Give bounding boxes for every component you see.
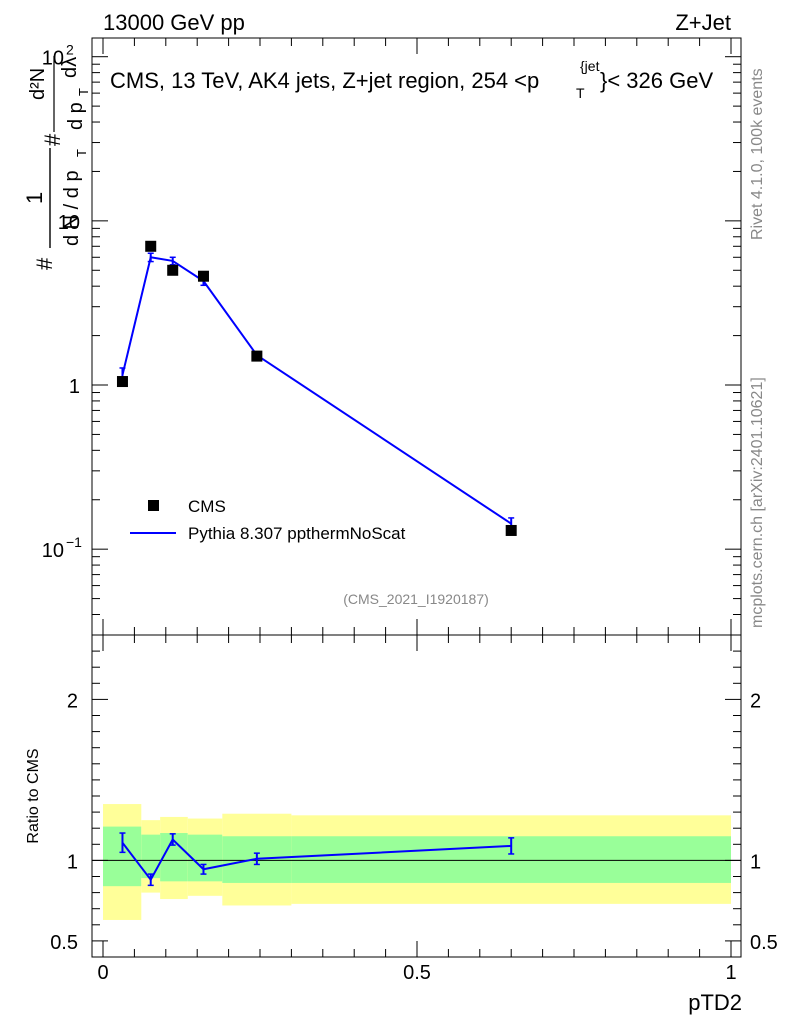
ylabel-t1: T	[74, 149, 89, 157]
ylabel-hash2: #	[40, 133, 65, 146]
x-axis-ticks: 0 0.5 1	[97, 38, 737, 984]
ratio-y-axis-ticks: 0.5 0.5 1 1 2 2	[50, 634, 778, 958]
ratio-y-tick-label-right: 0.5	[750, 932, 778, 954]
x-tick-label: 1	[725, 962, 736, 984]
ratio-uncertainty-bands	[92, 804, 741, 920]
analysis-tag: (CMS_2021_I1920187)	[343, 591, 489, 607]
ylabel-dn-dpt: d N / d p	[61, 170, 83, 246]
plot-title: CMS, 13 TeV, AK4 jets, Z+jet region, 254…	[110, 58, 713, 101]
pythia-line	[121, 256, 512, 525]
legend-cms-marker	[148, 500, 159, 511]
ylabel-dpt: d p	[65, 102, 87, 130]
cms-data-point	[145, 240, 157, 252]
ratio-y-tick-label-right: 2	[750, 690, 761, 712]
main-y-tick-exponent: 2	[66, 42, 74, 58]
title-sup: {jet	[580, 58, 600, 74]
ratio-plot-frame	[91, 634, 742, 958]
main-y-tick-label: 1	[69, 376, 80, 398]
ratio-series-layer	[119, 832, 515, 887]
ratio-y-axis-label: Ratio to CMS	[25, 748, 42, 843]
title-before: CMS, 13 TeV, AK4 jets, Z+jet region, 254…	[110, 68, 539, 93]
ratio-y-tick-label-left: 0.5	[50, 932, 78, 954]
ylabel-d2n: d²N	[27, 68, 49, 100]
main-y-tick-label: 10	[42, 540, 64, 562]
main-plot-frame	[91, 37, 742, 636]
ratio-y-tick-label-left: 2	[67, 690, 78, 712]
title-after: }< 326 GeV	[600, 68, 713, 93]
cms-data-point	[197, 270, 209, 282]
legend-cms-label: CMS	[188, 497, 226, 516]
ratio-y-tick-label-left: 1	[67, 851, 78, 873]
header-right-label: Z+Jet	[675, 10, 731, 35]
main-y-tick-exponent: −1	[66, 534, 82, 550]
x-tick-label: 0	[97, 962, 108, 984]
ylabel-one: 1	[22, 192, 47, 204]
ylabel-hash1: #	[32, 257, 57, 270]
legend-pythia-label: Pythia 8.307 ppthermNoScat	[188, 524, 406, 543]
ylabel-dlambda: dλ	[59, 57, 81, 78]
main-y-tick-label: 10	[58, 212, 80, 234]
cms-data-point	[251, 350, 263, 362]
ratio-y-tick-label-right: 1	[750, 851, 761, 873]
cms-data-point	[167, 264, 179, 276]
mcplots-source-note: mcplots.cern.ch [arXiv:2401.10621]	[749, 377, 766, 628]
header-left-label: 13000 GeV pp	[103, 10, 245, 35]
ratio-pythia-line	[121, 837, 512, 882]
ylabel-t2: T	[76, 88, 91, 96]
main-series-layer	[116, 240, 517, 536]
cms-data-point	[505, 524, 517, 536]
main-y-tick-label: 10	[42, 48, 64, 70]
ratio-band-inner	[141, 834, 161, 879]
rivet-version-note: Rivet 4.1.0, 100k events	[749, 68, 766, 240]
cms-data-point	[116, 376, 128, 388]
title-sub: T	[576, 85, 585, 101]
main-y-axis-label: # 1 d N / d p T # d p T d²N dλ	[22, 56, 91, 270]
x-tick-label: 0.5	[403, 962, 431, 984]
legend: CMS Pythia 8.307 ppthermNoScat	[130, 497, 406, 543]
x-axis-label: pTD2	[688, 990, 742, 1015]
